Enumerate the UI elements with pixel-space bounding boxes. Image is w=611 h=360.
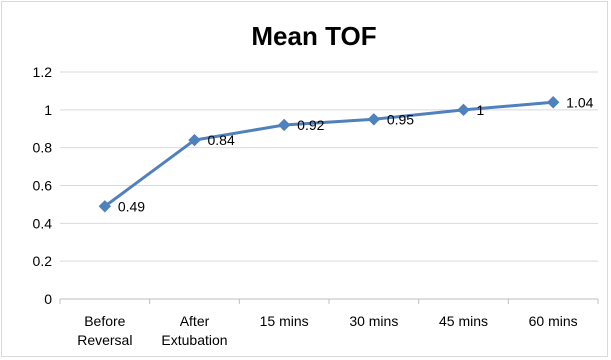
y-tick-label: 1	[44, 102, 52, 118]
data-point-marker	[546, 96, 560, 109]
data-point-marker	[98, 200, 112, 213]
series-layer	[98, 96, 560, 213]
data-point-marker	[277, 118, 291, 132]
chart-title: Mean TOF	[251, 21, 376, 51]
data-point-marker	[367, 113, 381, 126]
x-tick-label: 60 mins	[529, 313, 578, 329]
labels-layer: 0.49 0.84 0.92 0.95 1 1.04	[118, 94, 594, 214]
x-tick-label: 45 mins	[439, 313, 488, 329]
series-line	[103, 100, 555, 208]
x-tick-label: 15 mins	[260, 313, 309, 329]
x-tick-label: Before	[84, 313, 125, 329]
data-point-marker	[188, 133, 201, 147]
data-point-marker	[457, 103, 470, 117]
y-tick-label: 0	[44, 291, 52, 307]
y-tick-label: 0.2	[33, 253, 53, 269]
x-tick-label: Extubation	[161, 332, 227, 348]
y-tick-label: 0.8	[33, 140, 53, 156]
x-tick-label: Reversal	[77, 332, 132, 348]
x-tick-label: 30 mins	[349, 313, 398, 329]
data-label: 0.95	[387, 111, 414, 127]
data-label: 0.84	[208, 132, 235, 148]
axes: 0 0.2 0.4 0.6 0.8 1 1.2 Before Reversal After Extu…	[33, 64, 599, 348]
y-tick-label: 1.2	[33, 64, 53, 80]
data-label: 0.92	[297, 117, 324, 133]
data-label: 1	[477, 102, 485, 118]
data-label: 0.49	[118, 198, 145, 214]
y-tick-label: 0.6	[33, 178, 53, 194]
y-tick-label: 0.4	[33, 215, 53, 231]
x-tick-label: After	[180, 313, 210, 329]
data-label: 1.04	[566, 94, 593, 110]
